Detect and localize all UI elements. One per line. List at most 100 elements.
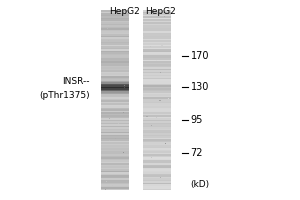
Bar <box>142 52 171 53</box>
Bar <box>142 10 171 12</box>
Bar <box>100 104 129 106</box>
Bar <box>142 58 171 60</box>
Bar <box>142 23 171 25</box>
Bar <box>142 109 171 110</box>
Bar <box>142 38 171 40</box>
Bar <box>142 167 171 169</box>
Bar <box>142 86 171 88</box>
Bar <box>142 28 171 30</box>
Bar <box>100 40 129 42</box>
Bar <box>142 181 171 182</box>
Bar <box>160 72 161 73</box>
Bar <box>100 28 129 30</box>
Bar <box>142 163 171 164</box>
Bar <box>100 155 129 157</box>
Bar <box>100 143 129 145</box>
Bar <box>142 136 171 138</box>
Bar <box>142 118 171 120</box>
Bar <box>142 22 171 23</box>
Bar <box>100 59 129 61</box>
Bar <box>142 62 171 64</box>
Bar <box>100 89 129 91</box>
Bar <box>142 65 171 67</box>
Text: 170: 170 <box>190 51 209 61</box>
Bar <box>142 161 171 163</box>
Bar <box>100 146 129 148</box>
Bar <box>156 117 157 118</box>
Bar <box>100 88 129 90</box>
Text: INSR--: INSR-- <box>62 76 90 86</box>
Bar <box>142 19 171 21</box>
Bar <box>100 46 129 47</box>
Bar <box>100 106 129 108</box>
Bar <box>100 32 129 34</box>
Bar <box>142 53 171 55</box>
Bar <box>100 158 129 160</box>
Bar <box>142 185 171 187</box>
Bar <box>142 91 171 92</box>
Bar <box>142 166 171 168</box>
Bar <box>142 44 171 46</box>
Bar <box>142 148 171 150</box>
Bar <box>100 188 129 190</box>
Bar <box>100 134 129 136</box>
Bar <box>142 130 171 132</box>
Bar <box>100 16 129 18</box>
Bar <box>142 40 171 42</box>
Bar <box>100 127 129 129</box>
Bar <box>142 68 171 70</box>
Bar <box>100 97 129 99</box>
Bar <box>142 131 171 133</box>
Bar <box>100 19 129 21</box>
Bar <box>142 134 171 136</box>
Bar <box>108 40 109 41</box>
Bar <box>100 101 129 103</box>
Bar <box>100 11 129 13</box>
Bar <box>100 34 129 36</box>
Bar <box>142 92 171 94</box>
Bar <box>142 151 171 152</box>
Bar <box>142 74 171 76</box>
Bar <box>100 10 129 12</box>
Bar <box>100 110 129 112</box>
Bar <box>142 143 171 145</box>
Bar <box>142 142 171 144</box>
Bar <box>142 61 171 62</box>
Bar <box>142 47 171 49</box>
Bar <box>142 125 171 127</box>
Bar <box>100 10 129 190</box>
Bar <box>142 122 171 124</box>
Bar <box>142 139 171 140</box>
Bar <box>100 170 129 172</box>
Bar <box>142 37 171 39</box>
Bar <box>100 173 129 175</box>
Bar <box>100 182 129 184</box>
Bar <box>142 101 171 103</box>
Bar <box>100 164 129 166</box>
Bar <box>100 76 129 78</box>
Bar <box>100 44 129 46</box>
Bar <box>100 176 129 178</box>
Bar <box>164 16 165 17</box>
Bar <box>142 79 171 81</box>
Bar <box>100 128 129 130</box>
Bar <box>142 31 171 33</box>
Bar <box>100 49 129 50</box>
Bar <box>100 161 129 163</box>
Bar <box>100 82 129 84</box>
Text: (pThr1375): (pThr1375) <box>39 90 90 100</box>
Bar <box>100 119 129 121</box>
Bar <box>142 133 171 135</box>
Bar <box>100 115 129 116</box>
Bar <box>100 175 129 176</box>
Bar <box>142 97 171 99</box>
Bar <box>100 80 129 82</box>
Bar <box>142 188 171 190</box>
Bar <box>100 43 129 45</box>
Bar <box>100 62 129 64</box>
Bar <box>142 10 171 190</box>
Bar <box>142 127 171 129</box>
Bar <box>100 67 129 68</box>
Bar <box>100 55 129 57</box>
Bar <box>100 139 129 140</box>
